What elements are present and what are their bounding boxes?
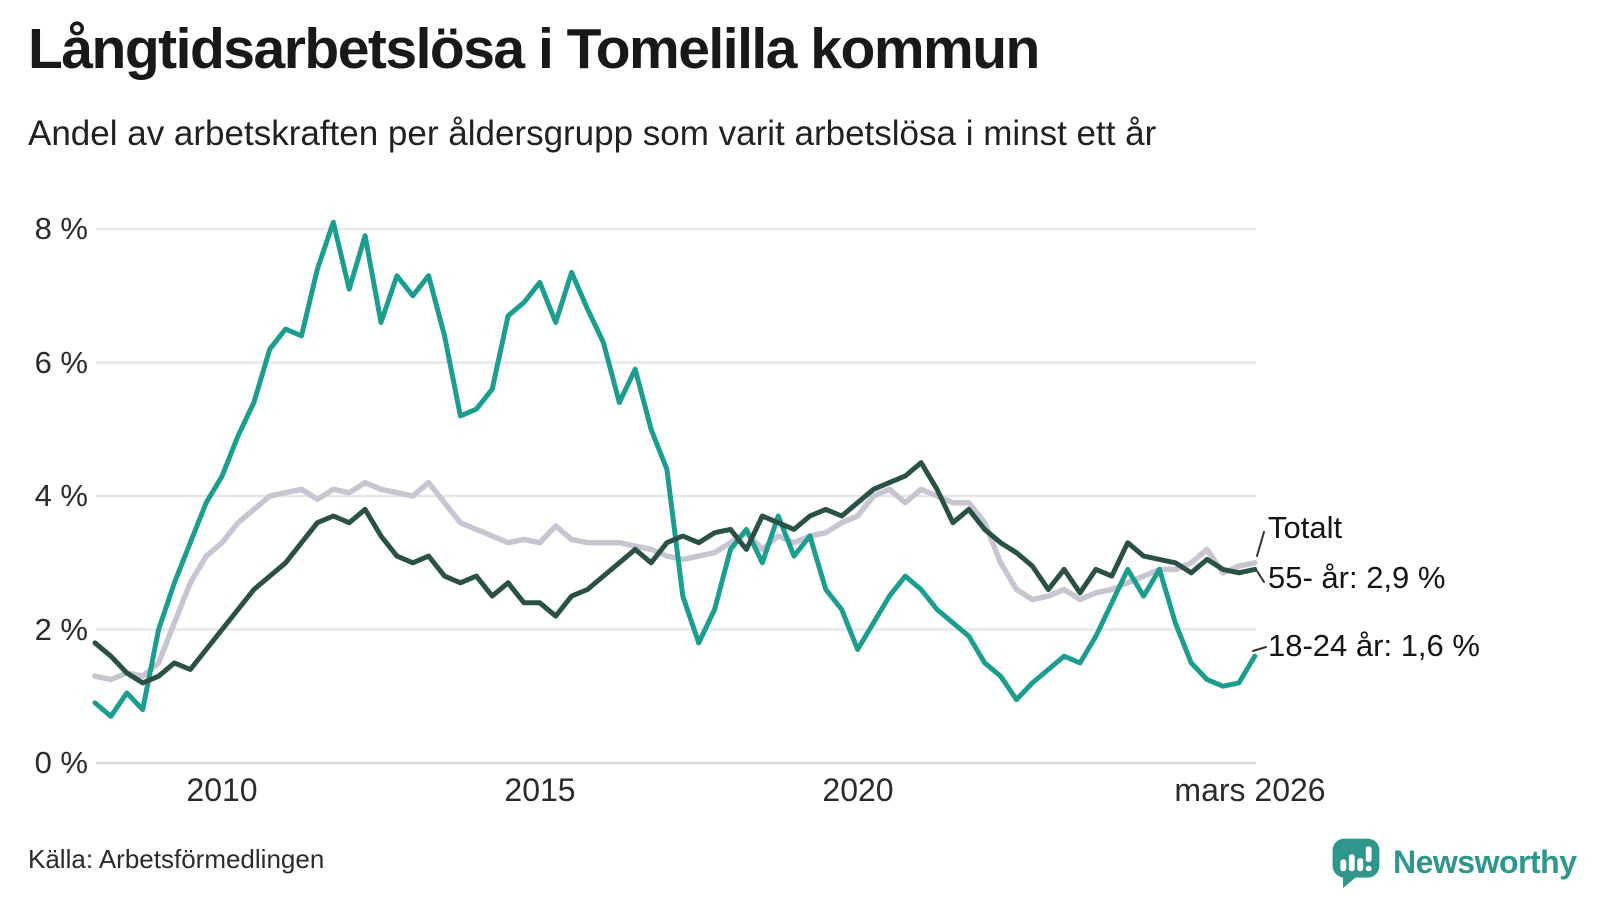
y-axis-tick: 4 % [34, 478, 88, 513]
label-connectors [1252, 531, 1267, 652]
source-note: Källa: Arbetsförmedlingen [28, 844, 325, 874]
series-line-Totalt [92, 479, 1258, 683]
page-subtitle: Andel av arbetskraften per åldersgrupp s… [28, 114, 1157, 153]
newsworthy-wordmark: Newsworthy [1393, 843, 1577, 880]
newsworthy-logo-icon [1332, 838, 1380, 888]
series-label-18-24-ar: 18-24 år: 1,6 % [1268, 628, 1480, 663]
y-axis-tick: 8 % [34, 211, 88, 246]
series-line-55-år [92, 460, 1258, 686]
y-axis-tick: 6 % [34, 344, 88, 380]
connector-18-24 [1252, 646, 1267, 652]
series-label-totalt: Totalt [1268, 510, 1343, 545]
series-lines [92, 219, 1258, 719]
newsworthy-branding: Newsworthy [1330, 836, 1577, 888]
connector-totalt [1256, 531, 1265, 557]
page-title: Långtidsarbetslösa i Tomelilla kommun [28, 17, 1040, 81]
series-label-55-ar: 55- år: 2,9 % [1268, 560, 1446, 595]
series-line-18-24år [92, 219, 1258, 719]
y-axis-tick: 0 % [34, 745, 88, 780]
y-axis-tick: 2 % [34, 611, 88, 647]
x-axis-tick: 2010 [186, 772, 258, 808]
x-axis-tick: mars 2026 [1174, 772, 1326, 808]
connector-55 [1256, 570, 1265, 583]
x-axis-tick: 2015 [504, 772, 576, 808]
x-axis-tick: 2020 [822, 772, 894, 808]
gridlines [96, 227, 1256, 765]
